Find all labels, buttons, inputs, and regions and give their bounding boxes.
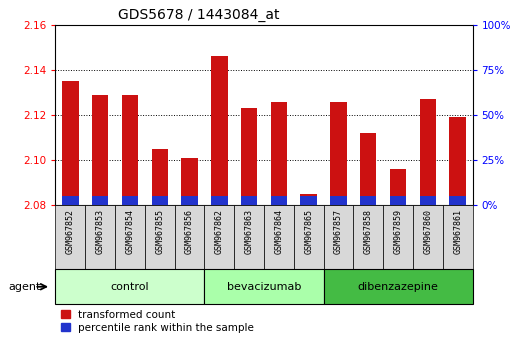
Bar: [152, 196, 168, 205]
Text: GSM967853: GSM967853: [96, 209, 105, 253]
Bar: [241, 196, 257, 205]
Bar: [449, 196, 466, 205]
Text: GSM967863: GSM967863: [244, 209, 253, 253]
FancyBboxPatch shape: [234, 205, 264, 269]
FancyBboxPatch shape: [55, 205, 85, 269]
FancyBboxPatch shape: [145, 205, 175, 269]
Text: GSM967859: GSM967859: [393, 209, 402, 253]
Text: GSM967856: GSM967856: [185, 209, 194, 253]
Text: GSM967862: GSM967862: [215, 209, 224, 253]
Bar: [331, 102, 347, 205]
Bar: [62, 81, 79, 205]
Bar: [360, 133, 376, 205]
Bar: [62, 196, 79, 205]
Text: GSM967855: GSM967855: [155, 209, 164, 253]
Bar: [92, 95, 108, 205]
FancyBboxPatch shape: [85, 205, 115, 269]
Bar: [122, 196, 138, 205]
Bar: [300, 194, 317, 205]
Text: agent: agent: [8, 282, 41, 292]
Bar: [152, 149, 168, 205]
Bar: [122, 95, 138, 205]
Text: GSM967864: GSM967864: [275, 209, 284, 253]
Bar: [449, 117, 466, 205]
Bar: [390, 196, 406, 205]
Bar: [241, 108, 257, 205]
Bar: [300, 196, 317, 205]
FancyBboxPatch shape: [443, 205, 473, 269]
Text: GDS5678 / 1443084_at: GDS5678 / 1443084_at: [118, 8, 279, 22]
Text: control: control: [110, 282, 149, 292]
FancyBboxPatch shape: [204, 269, 324, 304]
Bar: [331, 196, 347, 205]
Text: GSM967865: GSM967865: [304, 209, 313, 253]
Bar: [211, 56, 228, 205]
FancyBboxPatch shape: [324, 205, 353, 269]
Text: GSM967857: GSM967857: [334, 209, 343, 253]
Text: GSM967858: GSM967858: [364, 209, 373, 253]
Text: GSM967852: GSM967852: [66, 209, 75, 253]
Bar: [420, 99, 436, 205]
Legend: transformed count, percentile rank within the sample: transformed count, percentile rank withi…: [61, 310, 254, 333]
FancyBboxPatch shape: [353, 205, 383, 269]
FancyBboxPatch shape: [264, 205, 294, 269]
Bar: [92, 196, 108, 205]
Bar: [360, 196, 376, 205]
Text: GSM967854: GSM967854: [126, 209, 135, 253]
FancyBboxPatch shape: [115, 205, 145, 269]
FancyBboxPatch shape: [413, 205, 443, 269]
Bar: [211, 196, 228, 205]
FancyBboxPatch shape: [175, 205, 204, 269]
Bar: [390, 169, 406, 205]
Text: dibenzazepine: dibenzazepine: [357, 282, 439, 292]
Bar: [271, 102, 287, 205]
FancyBboxPatch shape: [55, 269, 204, 304]
FancyBboxPatch shape: [294, 205, 324, 269]
Bar: [181, 196, 197, 205]
Text: GSM967861: GSM967861: [453, 209, 462, 253]
FancyBboxPatch shape: [383, 205, 413, 269]
FancyBboxPatch shape: [204, 205, 234, 269]
Bar: [420, 196, 436, 205]
Text: GSM967860: GSM967860: [423, 209, 432, 253]
FancyBboxPatch shape: [324, 269, 473, 304]
Bar: [181, 158, 197, 205]
Bar: [271, 196, 287, 205]
Text: bevacizumab: bevacizumab: [227, 282, 301, 292]
